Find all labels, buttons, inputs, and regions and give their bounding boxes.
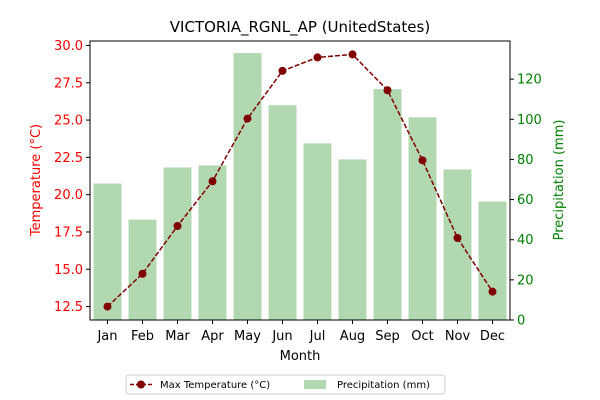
precipitation-bar-sep <box>373 89 402 320</box>
x-tick-label: Jun <box>271 329 292 344</box>
plot-frame <box>89 40 511 321</box>
temperature-point-oct <box>418 156 427 165</box>
precipitation-bar-oct <box>408 117 437 321</box>
right-tick-label: 60 <box>517 193 534 208</box>
left-tick-label: 12.5 <box>54 300 83 315</box>
chart-title: VICTORIA_RGNL_AP (UnitedStates) <box>170 18 430 37</box>
y-axis-right-label: Precipitation (mm) <box>552 120 567 241</box>
temperature-point-mar <box>173 222 182 231</box>
left-tick-label: 27.5 <box>54 76 83 91</box>
right-tick-label: 120 <box>517 73 542 88</box>
precipitation-bar-aug <box>338 159 367 320</box>
legend-bar-swatch <box>304 380 326 389</box>
left-axis: 12.5 15.0 17.5 20.0 22.5 25.0 27.5 30.0 <box>54 39 90 315</box>
precipitation-bar-mar <box>163 167 192 320</box>
x-axis: Jan Feb Mar Apr May Jun Jul Aug Sep Oct Nov Dec <box>96 320 505 344</box>
legend-label-precipitation: Precipitation (mm) <box>337 380 430 391</box>
right-tick-label: 40 <box>517 233 534 248</box>
precipitation-bar-jan <box>93 183 122 320</box>
precipitation-bar-apr <box>198 165 227 320</box>
precipitation-bars <box>93 53 507 321</box>
temperature-point-apr <box>208 177 217 186</box>
left-tick-label: 25.0 <box>54 114 83 129</box>
right-tick-label: 0 <box>517 314 525 329</box>
left-tick-label: 22.5 <box>54 151 83 166</box>
x-tick-label: Feb <box>131 329 154 344</box>
precipitation-bar-nov <box>443 169 472 320</box>
x-tick-label: May <box>234 329 261 344</box>
x-tick-label: Apr <box>201 329 224 344</box>
legend-box <box>125 374 446 395</box>
temperature-point-feb <box>138 269 147 278</box>
temperature-point-jul <box>313 53 322 62</box>
left-tick-label: 30.0 <box>54 39 83 54</box>
x-tick-label: Mar <box>165 329 190 344</box>
x-tick-label: Aug <box>340 329 365 344</box>
precipitation-bar-dec <box>478 201 507 320</box>
left-tick-label: 17.5 <box>54 225 83 240</box>
x-tick-label: Oct <box>411 329 433 344</box>
precipitation-bar-jul <box>303 143 332 320</box>
right-tick-label: 80 <box>517 153 534 168</box>
left-tick-label: 20.0 <box>54 188 83 203</box>
x-tick-label: Sep <box>375 329 400 344</box>
x-axis-label: Month <box>280 349 321 364</box>
legend: Max Temperature (°C) Precipitation (mm) <box>125 374 446 395</box>
x-tick-label: Nov <box>445 329 471 344</box>
y-axis-left-label: Temperature (°C) <box>29 124 44 237</box>
temperature-point-may <box>243 114 252 123</box>
x-tick-label: Jul <box>309 329 326 344</box>
temperature-line <box>103 50 497 311</box>
right-tick-label: 100 <box>517 113 542 128</box>
temperature-point-nov <box>453 233 462 242</box>
precipitation-bar-jun <box>268 105 297 320</box>
temperature-point-dec <box>488 287 497 296</box>
precipitation-bar-may <box>233 53 262 321</box>
temperature-point-aug <box>348 50 357 59</box>
temperature-point-jan <box>103 302 112 311</box>
temperature-point-jun <box>278 66 287 75</box>
temperature-point-sep <box>383 86 392 95</box>
x-tick-label: Dec <box>480 329 505 344</box>
legend-label-temperature: Max Temperature (°C) <box>160 380 270 391</box>
legend-line-marker <box>137 380 145 389</box>
right-axis: 0 20 40 60 80 100 120 <box>510 73 542 329</box>
x-tick-label: Jan <box>96 329 117 344</box>
right-tick-label: 20 <box>517 273 534 288</box>
left-tick-label: 15.0 <box>54 263 83 278</box>
